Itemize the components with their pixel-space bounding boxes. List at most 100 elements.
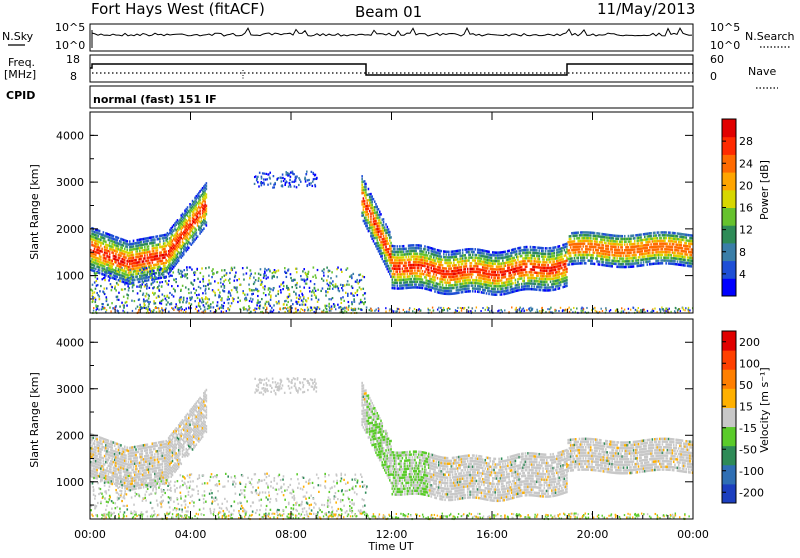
power-cell	[575, 254, 577, 257]
power-cell	[94, 281, 96, 283]
power-cell	[594, 263, 596, 266]
power-cell	[616, 257, 618, 260]
power-cell	[379, 239, 381, 242]
power-cell	[252, 298, 254, 300]
power-cell	[163, 240, 165, 243]
power-cell	[119, 257, 121, 260]
power-cell	[105, 241, 107, 244]
power-cell	[144, 271, 146, 274]
power-cell	[685, 236, 687, 239]
power-cell	[202, 292, 204, 294]
power-cell	[536, 277, 538, 280]
mode-text: normal (fast) 151 IF	[93, 93, 217, 106]
power-cell	[512, 282, 514, 285]
power-cell	[258, 273, 260, 275]
power-cell	[471, 276, 473, 279]
power-cell	[204, 201, 206, 204]
power-cell	[192, 284, 194, 286]
power-cell	[376, 239, 378, 242]
power-cell	[361, 301, 363, 303]
power-cell	[546, 261, 548, 264]
power-cell	[186, 297, 188, 299]
power-cell	[365, 197, 367, 200]
power-cell	[655, 234, 657, 237]
power-cell	[402, 262, 404, 265]
nsky-label: N.Sky	[2, 30, 34, 43]
power-cell	[571, 257, 573, 260]
power-cell	[228, 298, 230, 300]
power-cell	[157, 255, 159, 257]
power-cell	[125, 276, 127, 278]
power-cell	[412, 275, 414, 278]
power-cell	[456, 264, 458, 267]
power-cell	[268, 293, 270, 295]
power-cell	[625, 266, 627, 269]
power-cell	[599, 263, 601, 266]
power-cell	[359, 286, 361, 288]
power-cell	[132, 284, 134, 286]
power-cell	[270, 288, 272, 290]
power-cell	[124, 267, 126, 270]
power-cell	[121, 302, 123, 304]
power-cell	[531, 280, 533, 283]
power-cell	[361, 279, 363, 281]
power-cell	[247, 294, 249, 296]
power-cell	[576, 234, 578, 237]
power-cell	[383, 224, 385, 227]
power-cell	[464, 268, 466, 271]
power-cell	[488, 287, 490, 290]
power-cell	[96, 292, 98, 294]
power-cell	[266, 301, 268, 303]
power-cell	[167, 301, 169, 303]
power-cell	[528, 285, 530, 288]
power-cell	[468, 276, 470, 279]
power-cell	[440, 250, 442, 253]
power-cell	[301, 304, 303, 306]
power-cell	[182, 301, 184, 303]
power-cell	[596, 257, 598, 260]
power-cell	[113, 263, 115, 266]
power-cell	[305, 304, 307, 306]
power-cell	[523, 277, 525, 280]
power-cell	[206, 193, 208, 196]
power-cell	[584, 259, 586, 262]
power-cell	[115, 270, 117, 272]
power-cell	[156, 297, 158, 299]
power-cell	[214, 294, 216, 296]
power-cell	[598, 249, 600, 252]
power-cell	[531, 257, 533, 260]
power-cell	[474, 285, 476, 288]
power-cell	[129, 240, 131, 243]
power-cell	[446, 276, 448, 279]
power-cell	[148, 306, 150, 308]
power-cell	[565, 274, 567, 277]
power-cell	[449, 281, 451, 284]
power-cell	[566, 276, 568, 279]
power-cell	[94, 297, 96, 299]
power-cell	[614, 257, 616, 260]
power-cell	[560, 284, 562, 287]
power-cell	[428, 269, 430, 272]
power-cell	[566, 271, 568, 274]
power-cell	[531, 260, 533, 263]
power-cell	[118, 259, 120, 262]
power-cell	[658, 231, 660, 234]
power-cell	[403, 251, 405, 254]
power-cell	[251, 293, 253, 295]
power-cell	[159, 257, 161, 260]
power-cell	[530, 246, 532, 249]
power-cell	[501, 265, 503, 268]
power-cell	[685, 250, 687, 253]
power-cell	[577, 257, 579, 260]
power-cell	[640, 261, 642, 264]
power-cell	[477, 265, 479, 268]
power-cell	[581, 262, 583, 265]
power-cell	[546, 270, 548, 273]
power-cell	[270, 299, 272, 301]
power-cell	[217, 282, 219, 284]
power-cell	[634, 248, 636, 251]
power-cell	[379, 225, 381, 228]
power-cell	[363, 214, 365, 217]
power-cell	[290, 273, 292, 275]
power-cell	[335, 283, 337, 285]
